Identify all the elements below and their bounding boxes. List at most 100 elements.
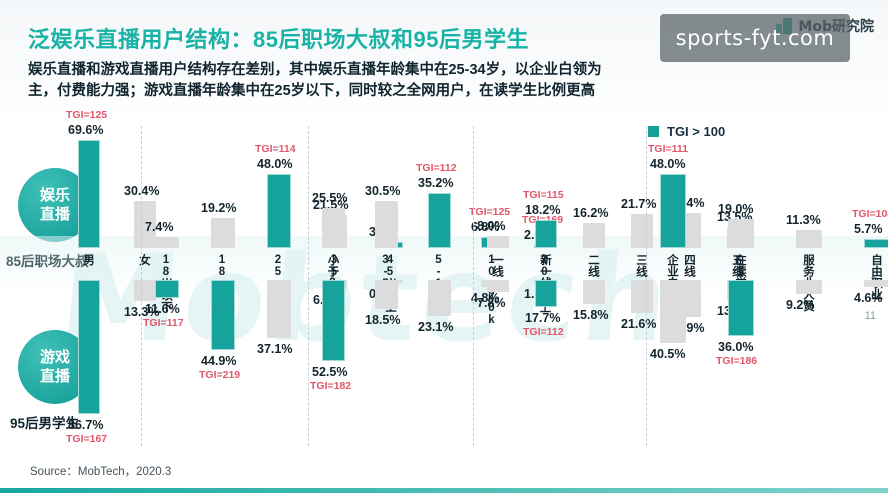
tgi-label-top-4-2: TGI=115	[523, 188, 564, 201]
bar-bottom-1-1	[78, 280, 100, 415]
tgi-label-bottom-3-1: TGI=182	[310, 380, 352, 393]
value-label-top-5-4: 5.7%	[854, 222, 883, 237]
bar-top-4-1	[487, 235, 509, 248]
value-label-bottom-4-4: 21.6%	[621, 317, 657, 332]
value-label-top-5-2: 19.0%	[718, 201, 754, 216]
row-caption-game: 95后男学生	[10, 416, 80, 431]
bar-bottom-2-3	[267, 280, 291, 338]
tgi-label-top-3-4: TGI=125	[469, 206, 511, 219]
group-divider	[141, 126, 142, 446]
bar-bottom-5-3	[796, 280, 822, 295]
bar-bottom-4-3	[583, 280, 605, 305]
tgi-label-top-1-1: TGI=125	[66, 109, 108, 122]
bar-top-5-1	[660, 173, 686, 248]
tgi-label-top-2-3: TGI=114	[255, 142, 296, 155]
value-label-bottom-5-2: 36.0%	[718, 339, 754, 354]
value-label-bottom-3-4: 4.8%	[471, 291, 500, 306]
row-badge-game-line1: 游戏	[39, 349, 70, 366]
bar-top-3-3	[428, 193, 451, 248]
bar-top-2-1	[155, 236, 179, 248]
value-label-bottom-3-1: 52.5%	[312, 365, 348, 380]
bar-top-4-2	[535, 219, 557, 248]
value-label-top-5-3: 11.3%	[786, 213, 821, 228]
bar-top-1-1	[78, 140, 100, 248]
category-label-4-2: 新一线	[539, 254, 551, 289]
category-label-4-5: 四线	[683, 254, 695, 277]
value-label-top-2-2: 19.2%	[201, 201, 237, 216]
bar-bottom-1-2	[134, 280, 156, 301]
bar-bottom-4-4	[631, 280, 653, 314]
category-label-1-2: 女	[138, 254, 150, 266]
category-label-4-6: 五线	[731, 254, 743, 277]
chart-plot-area: 69.6% TGI=125 男 86.7% TGI=167 30.4% 女 13.3% 7.4%…	[0, 109, 888, 458]
bar-bottom-2-2	[211, 280, 235, 350]
value-label-bottom-3-2: 18.5%	[365, 312, 401, 327]
value-label-bottom-4-2: 17.7%	[525, 311, 561, 326]
tgi-label-bottom-5-2: TGI=186	[716, 354, 758, 367]
source-note: Source：MobTech，2020.3	[30, 466, 172, 478]
category-label-4-3: 二线	[587, 254, 599, 277]
tgi-label-bottom-2-1: TGI=117	[143, 316, 184, 329]
bar-bottom-3-2	[375, 280, 398, 309]
bar-bottom-5-4	[864, 280, 888, 288]
tgi-label-top-3-3: TGI=112	[416, 162, 457, 175]
bar-bottom-5-1	[660, 280, 686, 343]
value-label-bottom-2-2: 44.9%	[201, 353, 237, 368]
bar-bottom-2-1	[155, 280, 179, 298]
legend-label: TGI > 100	[667, 124, 726, 139]
group-divider	[646, 126, 647, 446]
category-label-1-1: 男	[82, 254, 94, 266]
bar-top-1-2	[134, 200, 156, 248]
legend: TGI > 100	[648, 124, 725, 139]
value-label-top-2-3: 48.0%	[257, 156, 293, 171]
bar-top-4-4	[631, 214, 653, 248]
category-label-4-4: 三线	[635, 254, 647, 277]
value-label-bottom-4-1: 7.8%	[477, 296, 506, 311]
bar-bottom-3-1	[322, 280, 345, 362]
bar-bottom-4-1	[487, 280, 509, 293]
subtitle-line-1: 娱乐直播和游戏直播用户结构存在差别，其中娱乐直播年龄集中在25-34岁，以企业白…	[28, 62, 602, 78]
value-label-top-3-2: 30.5%	[365, 183, 401, 198]
category-label-5-4: 自由职业	[870, 254, 882, 300]
bar-top-2-2	[211, 218, 235, 248]
tgi-label-top-5-4: TGI=108	[852, 208, 888, 221]
bar-top-3-2	[375, 200, 398, 248]
value-label-bottom-5-4: 4.6%	[854, 291, 883, 306]
value-label-top-3-3: 35.2%	[418, 176, 454, 191]
bar-bottom-5-2	[728, 280, 754, 336]
bar-bottom-3-3	[428, 280, 451, 316]
category-label-4-1: 一线	[491, 254, 503, 277]
group-divider	[308, 126, 309, 446]
value-label-bottom-5-1: 40.5%	[650, 346, 686, 361]
value-label-top-2-4: 21.5%	[313, 197, 349, 212]
value-label-bottom-2-3: 37.1%	[257, 341, 293, 356]
value-label-bottom-4-3: 15.8%	[573, 308, 609, 323]
bar-top-5-2	[728, 218, 754, 248]
value-label-top-3-1: 25.5%	[312, 191, 348, 206]
bar-top-5-3	[796, 230, 822, 248]
row-badge-entertainment-line2: 直播	[39, 206, 70, 223]
value-label-top-3-4: 6.8%	[471, 220, 500, 235]
bar-top-5-4	[864, 239, 888, 248]
bar-top-4-3	[583, 222, 605, 248]
value-label-top-2-1: 7.4%	[145, 219, 174, 234]
value-label-top-1-1: 69.6%	[68, 123, 104, 138]
value-label-bottom-1-1: 86.7%	[68, 418, 104, 433]
group-divider	[473, 126, 474, 446]
value-label-bottom-5-3: 9.2%	[786, 298, 815, 313]
bottom-accent-bar	[0, 488, 888, 493]
value-label-top-4-1: 8.0%	[477, 218, 506, 233]
value-label-top-4-2: 18.2%	[525, 202, 561, 217]
site-watermark-badge: sports-fyt.com	[660, 14, 850, 62]
page-number: 11	[864, 310, 876, 322]
row-badge-game-line2: 直播	[39, 368, 70, 385]
legend-swatch-icon	[648, 126, 659, 137]
bar-top-2-3	[267, 173, 291, 248]
bar-top-3-1	[322, 208, 345, 248]
tgi-label-bottom-1-1: TGI=167	[66, 433, 108, 446]
value-label-bottom-2-1: 11.6%	[145, 301, 180, 316]
page-title: 泛娱乐直播用户结构：85后职场大叔和95后男学生	[28, 27, 529, 52]
subtitle-line-2: 主，付费能力强；游戏直播年龄集中在25岁以下，同时较之全网用户，在读学生比例更高	[28, 83, 596, 99]
tgi-label-top-5-1: TGI=111	[648, 142, 688, 155]
